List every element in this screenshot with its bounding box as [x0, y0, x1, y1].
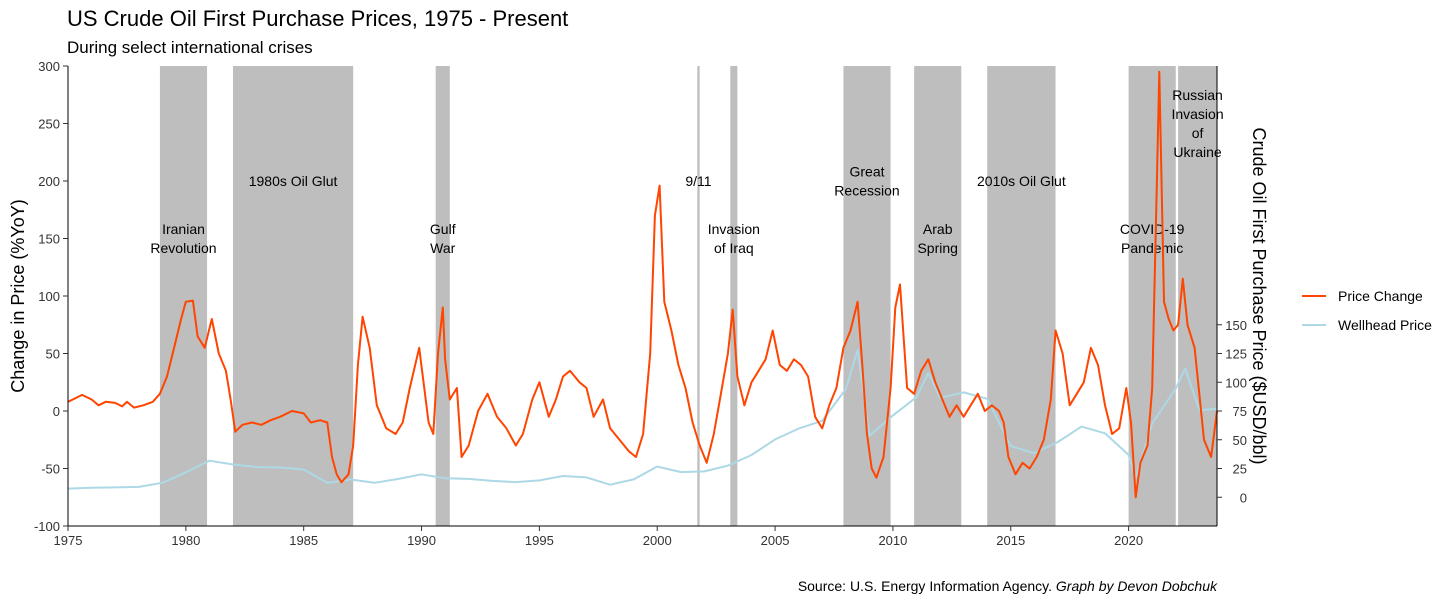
x-tick-label: 2010 — [878, 533, 907, 548]
legend-label-wellhead-price: Wellhead Price — [1338, 317, 1432, 333]
x-tick-label: 2020 — [1114, 533, 1143, 548]
crisis-label: Iranian — [162, 221, 205, 237]
axis-ticks: 1975 1980 1985 1990 1995 2000 2005 2010 2015 2020… — [34, 59, 1247, 548]
crisis-band — [159, 66, 208, 526]
y2-tick-label: 75 — [1233, 404, 1247, 419]
x-tick-label: 2005 — [761, 533, 790, 548]
y2-tick-label: 100 — [1225, 375, 1247, 390]
crisis-label: War — [430, 240, 455, 256]
crisis-bands — [159, 66, 1217, 526]
x-tick-label: 2015 — [996, 533, 1025, 548]
y-tick-label: 50 — [46, 347, 60, 362]
crisis-label: Arab — [923, 221, 953, 237]
y2-tick-label: 50 — [1233, 433, 1247, 448]
x-tick-label: 1995 — [525, 533, 554, 548]
y2-axis-title: Crude Oil First Purchase Price ($USD/bbl… — [1249, 127, 1269, 464]
y-axis-title: Change in Price (%YoY) — [8, 199, 28, 392]
y-tick-label: 0 — [53, 404, 60, 419]
crisis-label: Revolution — [150, 240, 216, 256]
y-tick-label: 200 — [38, 174, 60, 189]
crisis-label: 1980s Oil Glut — [249, 173, 338, 189]
crisis-band — [914, 66, 962, 526]
source-note: Source: U.S. Energy Information Agency. … — [798, 578, 1218, 594]
crisis-label: 2010s Oil Glut — [977, 173, 1066, 189]
crisis-label: Spring — [917, 240, 957, 256]
x-tick-label: 1975 — [54, 533, 83, 548]
series-line-wellhead-price — [67, 349, 1218, 490]
crisis-band — [232, 66, 354, 526]
chart-title: US Crude Oil First Purchase Prices, 1975… — [67, 6, 568, 31]
y2-tick-label: 150 — [1225, 318, 1247, 333]
crisis-label: Pandemic — [1121, 240, 1183, 256]
x-tick-label: 1980 — [171, 533, 200, 548]
crisis-label: COVID-19 — [1120, 221, 1185, 237]
x-tick-label: 1985 — [289, 533, 318, 548]
crisis-label: Invasion — [708, 221, 760, 237]
crisis-band — [697, 66, 700, 526]
y2-tick-label: 25 — [1233, 462, 1247, 477]
crisis-band — [1128, 66, 1176, 526]
crisis-labels: Iranian Revolution 1980s Oil Glut Gulf War 9/… — [150, 87, 1223, 256]
source-credit: Graph by Devon Dobchuk — [1056, 578, 1218, 594]
legend: Price Change Wellhead Price — [1302, 288, 1432, 333]
crisis-band — [843, 66, 891, 526]
series-line-price-change — [67, 70, 1218, 499]
legend-label-price-change: Price Change — [1338, 288, 1423, 304]
crisis-label: 9/11 — [685, 173, 711, 189]
source-text: Source: U.S. Energy Information Agency. — [798, 578, 1052, 594]
crisis-label: Great — [849, 164, 884, 180]
y-tick-label: 250 — [38, 117, 60, 132]
crisis-band — [730, 66, 738, 526]
y-tick-label: -50 — [41, 462, 60, 477]
chart-subtitle: During select international crises — [67, 38, 313, 57]
crisis-label: Gulf — [430, 221, 456, 237]
series-layer — [67, 70, 1218, 499]
crisis-band — [987, 66, 1056, 526]
crisis-label: of Iraq — [714, 240, 754, 256]
crisis-label: Ukraine — [1173, 144, 1221, 160]
crisis-band — [435, 66, 450, 526]
y-tick-label: 300 — [38, 59, 60, 74]
y2-tick-label: 0 — [1240, 490, 1247, 505]
x-tick-label: 1990 — [407, 533, 436, 548]
y-tick-label: 100 — [38, 289, 60, 304]
crisis-label: Recession — [834, 183, 899, 199]
y2-tick-label: 125 — [1225, 347, 1247, 362]
crisis-label: Russian — [1172, 87, 1223, 103]
crisis-label: of — [1192, 125, 1204, 141]
y-tick-label: -100 — [34, 519, 60, 534]
y-tick-label: 150 — [38, 232, 60, 247]
crisis-label: Invasion — [1171, 106, 1223, 122]
x-tick-label: 2000 — [643, 533, 672, 548]
